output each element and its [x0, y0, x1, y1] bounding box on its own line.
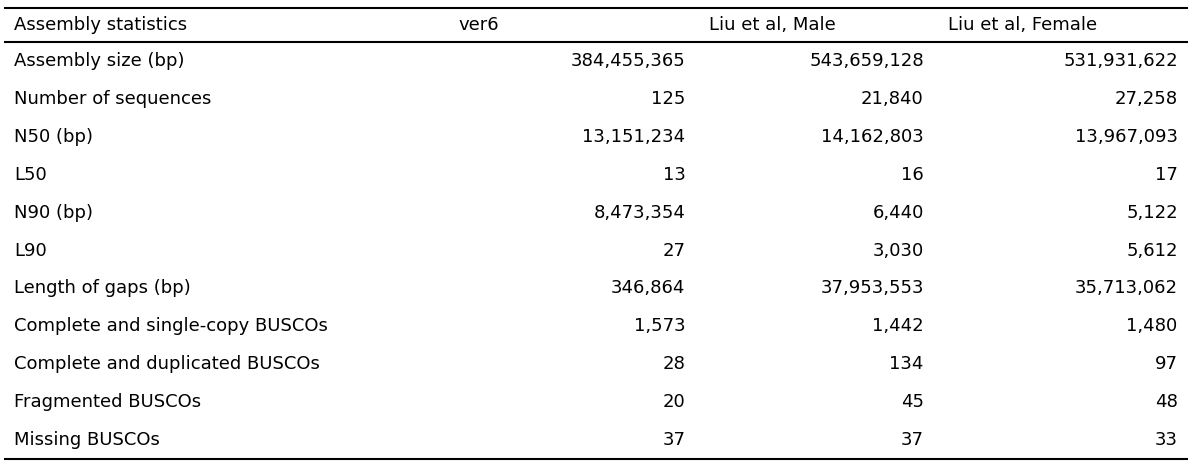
Text: L90: L90	[14, 241, 46, 260]
Text: Liu et al, Male: Liu et al, Male	[709, 16, 836, 34]
Text: 13,967,093: 13,967,093	[1075, 128, 1178, 146]
Text: 531,931,622: 531,931,622	[1063, 52, 1178, 70]
Text: 13,151,234: 13,151,234	[582, 128, 685, 146]
Text: 35,713,062: 35,713,062	[1075, 280, 1178, 297]
Text: Number of sequences: Number of sequences	[14, 90, 212, 108]
Text: 45: 45	[901, 393, 924, 411]
Text: 97: 97	[1155, 355, 1178, 373]
Text: Length of gaps (bp): Length of gaps (bp)	[14, 280, 191, 297]
Text: Liu et al, Female: Liu et al, Female	[948, 16, 1097, 34]
Text: 16: 16	[901, 166, 924, 184]
Text: 125: 125	[651, 90, 685, 108]
Text: 37: 37	[901, 431, 924, 449]
Text: 48: 48	[1155, 393, 1178, 411]
Text: 5,612: 5,612	[1126, 241, 1178, 260]
Text: 543,659,128: 543,659,128	[809, 52, 924, 70]
Text: N50 (bp): N50 (bp)	[14, 128, 93, 146]
Text: 346,864: 346,864	[611, 280, 685, 297]
Text: Complete and single-copy BUSCOs: Complete and single-copy BUSCOs	[14, 317, 328, 336]
Text: 28: 28	[663, 355, 685, 373]
Text: 1,573: 1,573	[634, 317, 685, 336]
Text: Missing BUSCOs: Missing BUSCOs	[14, 431, 160, 449]
Text: 27,258: 27,258	[1115, 90, 1178, 108]
Text: Fragmented BUSCOs: Fragmented BUSCOs	[14, 393, 201, 411]
Text: 134: 134	[889, 355, 924, 373]
Text: 1,442: 1,442	[873, 317, 924, 336]
Text: 21,840: 21,840	[861, 90, 924, 108]
Text: 33: 33	[1155, 431, 1178, 449]
Text: 8,473,354: 8,473,354	[594, 204, 685, 222]
Text: Assembly size (bp): Assembly size (bp)	[14, 52, 185, 70]
Text: 37,953,553: 37,953,553	[820, 280, 924, 297]
Text: 27: 27	[663, 241, 685, 260]
Text: 17: 17	[1155, 166, 1178, 184]
Text: 3,030: 3,030	[873, 241, 924, 260]
Text: 37: 37	[663, 431, 685, 449]
Text: 20: 20	[663, 393, 685, 411]
Text: Assembly statistics: Assembly statistics	[14, 16, 187, 34]
Text: 6,440: 6,440	[873, 204, 924, 222]
Text: 5,122: 5,122	[1126, 204, 1178, 222]
Text: 384,455,365: 384,455,365	[571, 52, 685, 70]
Text: 13: 13	[663, 166, 685, 184]
Text: 1,480: 1,480	[1126, 317, 1178, 336]
Text: L50: L50	[14, 166, 46, 184]
Text: N90 (bp): N90 (bp)	[14, 204, 93, 222]
Text: ver6: ver6	[459, 16, 499, 34]
Text: Complete and duplicated BUSCOs: Complete and duplicated BUSCOs	[14, 355, 321, 373]
Text: 14,162,803: 14,162,803	[821, 128, 924, 146]
